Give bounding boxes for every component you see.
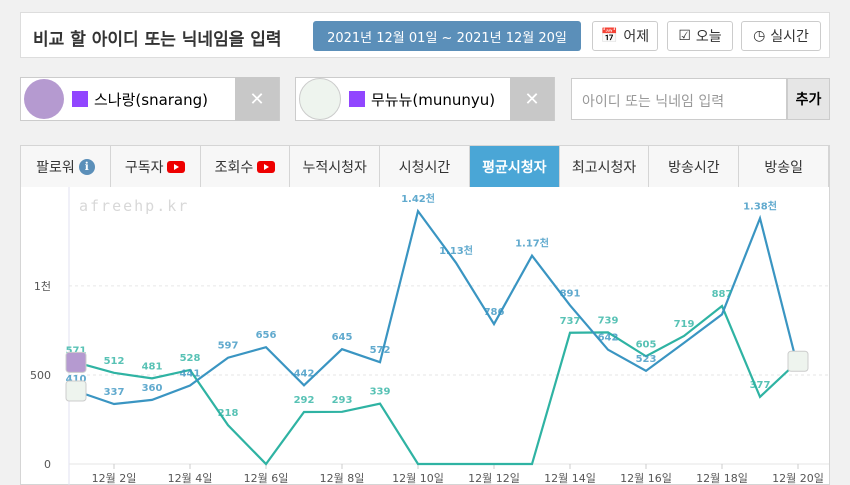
data-label: 737	[560, 316, 581, 327]
avatar	[299, 78, 341, 120]
add-button[interactable]: 추가	[787, 78, 830, 120]
button-label: 오늘	[695, 29, 722, 45]
search-input[interactable]: 비교 할 아이디 또는 닉네임을 입력	[33, 30, 282, 50]
player-name: 스나랑(snarang)	[94, 90, 209, 109]
avatar-marker	[787, 350, 809, 372]
x-tick-label: 12월 8일	[320, 471, 365, 485]
data-label: 597	[218, 341, 239, 352]
tab[interactable]: 팔로워 ℹ	[21, 146, 111, 187]
tab[interactable]: 방송일	[739, 146, 830, 187]
youtube-icon	[257, 160, 276, 173]
x-tick-label: 12월 16일	[620, 471, 672, 485]
tab-label: 최고시청자	[571, 159, 637, 176]
series-line	[75, 304, 799, 466]
twitch-icon	[72, 91, 88, 107]
x-tick-label: 12월 14일	[544, 471, 596, 485]
tab-label: 평균시청자	[482, 159, 547, 176]
player-chip: 무뉴뉴(mununyu) ✕	[295, 77, 555, 121]
data-label: 523	[636, 354, 657, 365]
data-label: 645	[332, 332, 353, 343]
data-label: 656	[256, 330, 277, 341]
y-tick-label: 1천	[34, 279, 51, 293]
data-label: 642	[598, 333, 619, 344]
data-label: 292	[294, 395, 315, 406]
data-label: 1.38천	[743, 199, 777, 212]
data-label: 1.17천	[515, 237, 549, 250]
y-tick-label: 0	[44, 458, 51, 471]
youtube-icon	[167, 160, 186, 173]
avatar-marker	[65, 351, 87, 373]
data-label: 786	[484, 307, 505, 318]
data-label: 339	[370, 387, 391, 398]
data-label: 481	[142, 361, 163, 372]
info-icon: ℹ	[78, 158, 95, 175]
avatar	[24, 79, 64, 119]
remove-button[interactable]: ✕	[235, 77, 279, 121]
tab-label: 누적시청자	[302, 159, 367, 176]
data-label: 441	[180, 368, 201, 379]
yesterday-button[interactable]: 📅 어제	[592, 21, 658, 51]
chart-panel: afreehp.kr 0 500 1천 12월 2일 12월 4일 12월 6일 12월 8…	[20, 187, 830, 485]
tab[interactable]: 평균시청자	[469, 146, 560, 187]
data-label: 891	[560, 288, 581, 299]
data-label: 528	[180, 353, 201, 364]
data-label: 293	[332, 395, 353, 406]
date-range-button[interactable]: 2021년 12월 01일 ~ 2021년 12월 20일	[313, 21, 581, 51]
player-name: 무뉴뉴(mununyu)	[371, 90, 496, 109]
tab[interactable]: 누적시청자	[290, 146, 381, 187]
tab-label: 방송일	[764, 159, 803, 176]
data-label: 337	[104, 387, 125, 398]
date-range-text: 2021년 12월 01일 ~ 2021년 12월 20일	[327, 30, 567, 46]
avatar-marker	[65, 380, 87, 402]
player-chip: 스나랑(snarang) ✕	[20, 77, 280, 121]
tab-label: 구독자	[124, 159, 164, 176]
x-tick-label: 12월 12일	[468, 471, 520, 485]
x-tick-label: 12월 6일	[244, 471, 289, 485]
data-label: 512	[104, 356, 125, 367]
x-tick-label: 12월 18일	[696, 471, 748, 485]
realtime-button[interactable]: ◷ 실시간	[741, 21, 821, 51]
data-label: 1.42천	[401, 192, 435, 205]
data-label: 442	[294, 368, 315, 379]
x-tick-label: 12월 2일	[92, 471, 137, 485]
tab-label: 방송시간	[668, 159, 720, 176]
x-tick-label: 12월 10일	[392, 471, 444, 485]
tab-label: 시청시간	[398, 159, 451, 176]
tab[interactable]: 시청시간	[380, 146, 470, 187]
button-label: 어제	[623, 29, 650, 45]
data-label: 739	[598, 315, 619, 326]
header-bar: 비교 할 아이디 또는 닉네임을 입력 2021년 12월 01일 ~ 2021…	[20, 12, 830, 58]
data-label: 887	[712, 289, 733, 300]
data-label: 360	[142, 383, 163, 394]
today-button[interactable]: ☑ 오늘	[667, 21, 733, 51]
tab[interactable]: 최고시청자	[560, 146, 650, 187]
data-label: 605	[636, 339, 657, 350]
tab-label: 조회수	[214, 159, 254, 176]
data-label: 377	[750, 380, 771, 391]
twitch-icon	[349, 91, 365, 107]
button-label: 실시간	[770, 29, 809, 45]
data-label: 719	[674, 319, 695, 330]
data-label: 572	[370, 345, 391, 356]
tab[interactable]: 방송시간	[649, 146, 740, 187]
x-tick-label: 12월 20일	[772, 471, 824, 485]
y-tick-label: 500	[30, 369, 51, 382]
x-tick-label: 12월 4일	[168, 471, 213, 485]
series-line	[75, 208, 800, 406]
data-label: 410	[66, 374, 87, 385]
data-label: 571	[66, 345, 87, 356]
tab-bar: 팔로워 ℹ 구독자 조회수 누적시청자 시청시간 평균시청자 최고시청자 방송시간 방송일	[20, 145, 830, 188]
tab[interactable]: 구독자	[111, 146, 201, 187]
data-label: 1.13천	[439, 244, 473, 257]
watermark: afreehp.kr	[79, 197, 189, 215]
chart: afreehp.kr 0 500 1천 12월 2일 12월 4일 12월 6일 12월 8…	[30, 187, 829, 485]
add-input[interactable]: 아이디 또는 닉네임 입력	[571, 78, 787, 120]
data-label: 218	[218, 408, 239, 419]
tab[interactable]: 조회수	[201, 146, 291, 187]
remove-button[interactable]: ✕	[510, 77, 554, 121]
tab-label: 팔로워	[36, 159, 75, 176]
